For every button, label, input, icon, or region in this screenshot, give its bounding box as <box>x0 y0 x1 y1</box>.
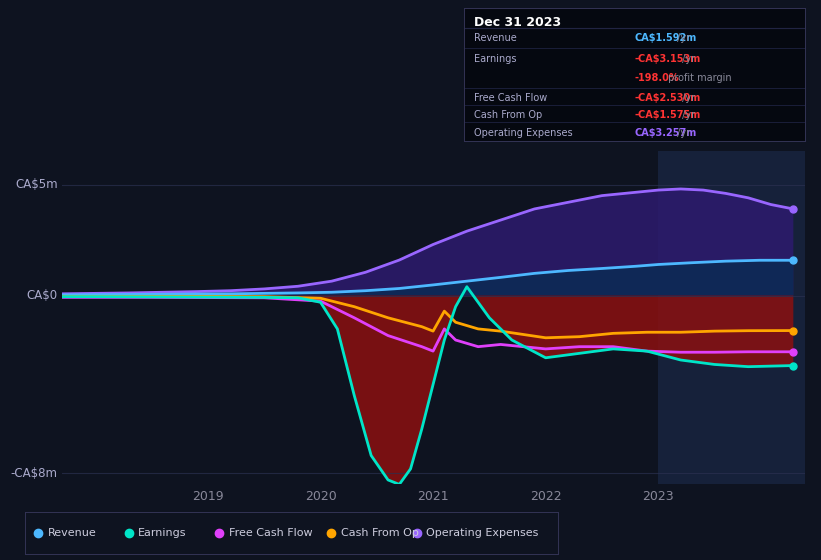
Text: /yr: /yr <box>674 128 690 138</box>
Text: Dec 31 2023: Dec 31 2023 <box>474 16 562 29</box>
Text: CA$5m: CA$5m <box>16 178 57 191</box>
Text: -CA$2.530m: -CA$2.530m <box>635 93 700 103</box>
Text: CA$0: CA$0 <box>27 289 57 302</box>
Text: -198.0%: -198.0% <box>635 73 679 83</box>
Text: Cash From Op: Cash From Op <box>341 529 419 538</box>
Text: /yr: /yr <box>678 110 695 120</box>
Text: Free Cash Flow: Free Cash Flow <box>229 529 313 538</box>
Text: /yr: /yr <box>678 93 695 103</box>
Text: Free Cash Flow: Free Cash Flow <box>474 93 548 103</box>
Text: Cash From Op: Cash From Op <box>474 110 543 120</box>
Text: Revenue: Revenue <box>48 529 96 538</box>
Text: -CA$8m: -CA$8m <box>11 467 57 480</box>
Text: Operating Expenses: Operating Expenses <box>426 529 539 538</box>
Text: -CA$1.575m: -CA$1.575m <box>635 110 700 120</box>
Text: Earnings: Earnings <box>138 529 187 538</box>
Text: CA$3.257m: CA$3.257m <box>635 128 696 138</box>
Text: profit margin: profit margin <box>665 73 732 83</box>
Text: Revenue: Revenue <box>474 33 517 43</box>
Text: Operating Expenses: Operating Expenses <box>474 128 573 138</box>
Bar <box>658 151 805 484</box>
Text: /yr: /yr <box>674 33 690 43</box>
Text: -CA$3.153m: -CA$3.153m <box>635 54 700 64</box>
Text: Earnings: Earnings <box>474 54 516 64</box>
Text: CA$1.592m: CA$1.592m <box>635 33 696 43</box>
Text: /yr: /yr <box>678 54 695 64</box>
